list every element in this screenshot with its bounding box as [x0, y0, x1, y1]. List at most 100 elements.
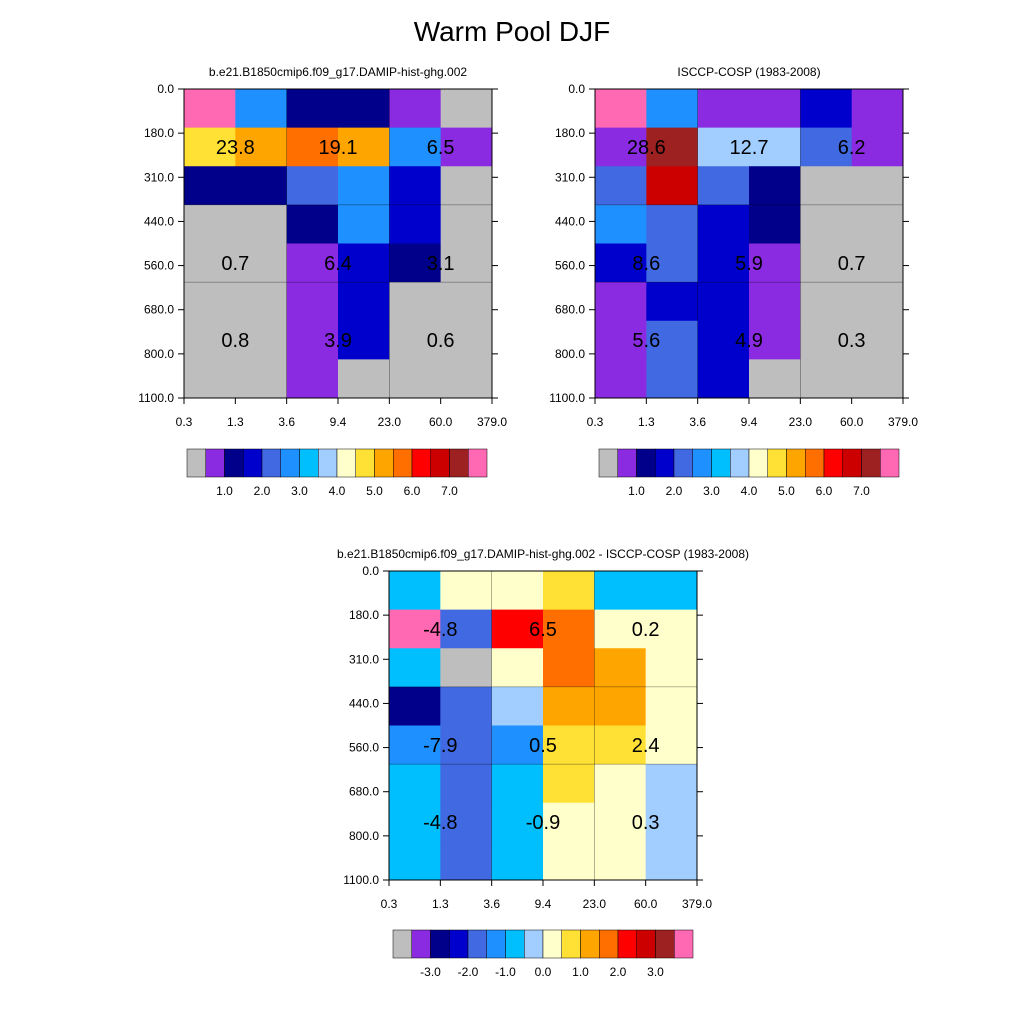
heatmap-cell	[749, 320, 801, 360]
y-tick-label: 310.0	[555, 170, 585, 184]
heatmap-panel-3: b.e21.B1850cmip6.f09_g17.DAMIP-hist-ghg.…	[337, 547, 749, 979]
x-tick-label: 379.0	[477, 415, 507, 429]
heatmap-cell	[594, 648, 647, 688]
colorbar-swatch	[711, 448, 731, 478]
heatmap-cell	[235, 127, 288, 167]
heatmap-cell	[595, 127, 647, 167]
heatmap-cell	[595, 359, 647, 399]
heatmap-cell	[235, 166, 288, 206]
heatmap-cell	[749, 127, 801, 167]
y-tick-label: 310.0	[349, 652, 379, 666]
colorbar-swatch	[243, 448, 263, 478]
heatmap-cell	[389, 686, 441, 726]
heatmap-cell	[697, 243, 750, 283]
colorbar-tick-label: 1.0	[628, 484, 645, 498]
colorbar-tick-label: 6.0	[816, 484, 833, 498]
heatmap-cell	[697, 204, 750, 244]
heatmap-cell	[184, 282, 236, 322]
heatmap-cell	[851, 127, 904, 167]
heatmap-cell	[543, 725, 595, 765]
colorbar-tick-label: 4.0	[329, 484, 346, 498]
heatmap-cell	[595, 282, 647, 322]
block-sum-label: -4.8	[423, 812, 457, 834]
y-tick-label: 680.0	[349, 785, 379, 799]
heatmap-cell	[594, 571, 647, 611]
heatmap-cell	[800, 204, 853, 244]
block-sum-label: 0.2	[632, 619, 660, 641]
colorbar-tick-label: 0.0	[535, 965, 552, 979]
y-tick-label: 0.0	[362, 564, 379, 578]
heatmap-cell	[338, 320, 390, 360]
heatmap-cell	[235, 282, 288, 322]
x-tick-label: 60.0	[634, 897, 658, 911]
heatmap-cell	[440, 686, 493, 726]
heatmap-cell	[594, 764, 647, 804]
colorbar-tick-label: 2.0	[610, 965, 627, 979]
heatmap-cell	[697, 127, 750, 167]
heatmap-cell	[645, 725, 698, 765]
colorbar-swatch	[617, 448, 637, 478]
heatmap-cell	[800, 282, 853, 322]
block-sum-label: -4.8	[423, 619, 457, 641]
heatmap-cell	[338, 243, 390, 283]
panel-title: b.e21.B1850cmip6.f09_g17.DAMIP-hist-ghg.…	[337, 547, 749, 561]
heatmap-cell	[440, 243, 493, 283]
heatmap-cell	[286, 204, 339, 244]
x-tick-label: 23.0	[378, 415, 402, 429]
heatmap-cell	[594, 686, 647, 726]
heatmap-cell	[697, 282, 750, 322]
heatmap-cell	[338, 204, 390, 244]
heatmap-cell	[543, 802, 595, 842]
colorbar-swatch	[617, 929, 637, 959]
heatmap-cell	[389, 359, 442, 399]
colorbar-tick-label: -1.0	[495, 965, 516, 979]
heatmap-cell	[749, 204, 801, 244]
heatmap-cell	[491, 841, 544, 881]
heatmap-cell	[338, 359, 390, 399]
heatmap-cell	[491, 571, 544, 611]
colorbar-swatch	[674, 929, 694, 959]
colorbar-swatch	[861, 448, 881, 478]
heatmap-cell	[594, 725, 647, 765]
heatmap-cell	[800, 320, 853, 360]
heatmap-cell	[543, 648, 595, 688]
x-tick-label: 9.4	[535, 897, 552, 911]
heatmap-cell	[389, 282, 442, 322]
x-tick-label: 1.3	[638, 415, 655, 429]
heatmap-cell	[594, 841, 647, 881]
heatmap-cell	[389, 243, 442, 283]
heatmap-cell	[543, 686, 595, 726]
heatmap-cell	[440, 359, 493, 399]
block-sum-label: 0.6	[427, 330, 455, 352]
heatmap-cell	[595, 243, 647, 283]
colorbar-swatch	[392, 929, 412, 959]
heatmap-cell	[749, 89, 801, 129]
heatmap-cell	[286, 359, 339, 399]
colorbar-swatch	[748, 448, 768, 478]
block-sum-label: 2.4	[632, 735, 660, 757]
heatmap-cell	[389, 166, 442, 206]
block-sum-label: 0.3	[838, 330, 866, 352]
block-sum-label: 23.8	[216, 137, 255, 159]
y-tick-label: 800.0	[349, 829, 379, 843]
colorbar-swatch	[636, 929, 656, 959]
heatmap-cell	[543, 841, 595, 881]
heatmap-cell	[645, 648, 698, 688]
colorbar-swatch	[318, 448, 338, 478]
y-tick-label: 180.0	[349, 608, 379, 622]
heatmap-cell	[389, 204, 442, 244]
colorbar-swatch	[767, 448, 787, 478]
heatmap-cell	[697, 320, 750, 360]
heatmap-cell	[749, 166, 801, 206]
heatmap-cell	[338, 282, 390, 322]
heatmap-cell	[184, 89, 236, 129]
heatmap-cell	[389, 725, 441, 765]
x-tick-label: 23.0	[789, 415, 813, 429]
heatmap-cell	[491, 725, 544, 765]
colorbar-tick-label: 3.0	[291, 484, 308, 498]
block-sum-label: 5.6	[632, 330, 660, 352]
colorbar-legend: 1.0 2.0 3.0 4.0 5.0 6.0 7.0	[598, 448, 900, 498]
block-sum-label: 6.5	[529, 619, 557, 641]
heatmap-cell	[235, 359, 288, 399]
